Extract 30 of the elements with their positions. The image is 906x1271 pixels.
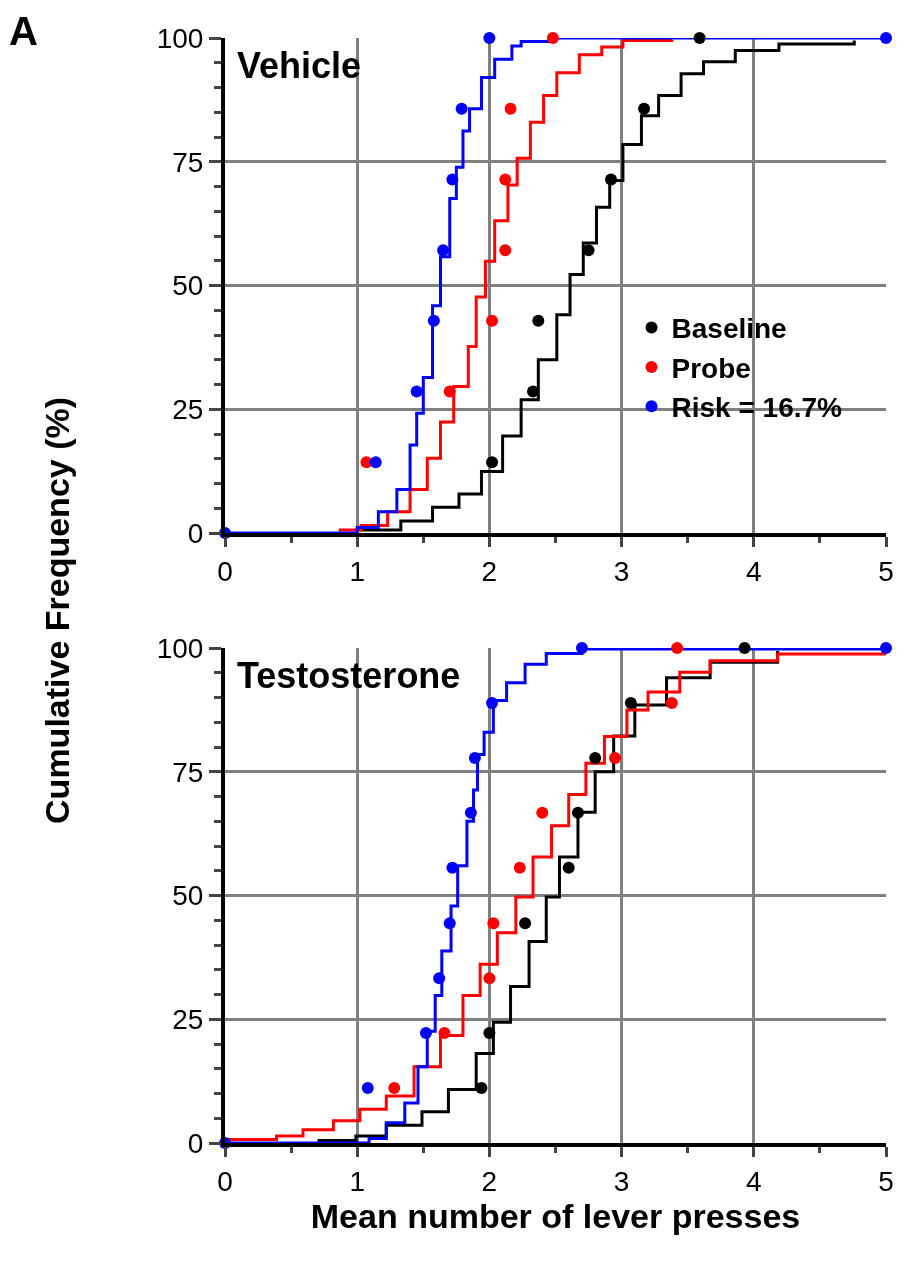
x-tick-label: 3 [613,555,630,587]
y-tick-label: 50 [172,880,204,912]
x-tick-label: 2 [481,1165,498,1197]
x-tick-label: 0 [217,1165,233,1197]
chart-title: Testosterone [237,655,461,696]
x-tick-label: 5 [878,555,894,587]
x-tick-label: 0 [217,555,233,587]
y-axis-title: Cumulative Frequency (%) [37,396,76,824]
y-tick-label: 75 [172,756,204,788]
x-axis-title: Mean number of lever presses [310,1196,801,1235]
legend-label: Probe [671,352,751,384]
y-tick-label: 75 [172,146,204,178]
x-tick-label: 2 [481,555,498,587]
y-tick-label: 0 [187,1127,204,1159]
y-tick-label: 100 [156,632,204,664]
y-tick-label: 25 [172,1004,204,1036]
x-tick-label: 5 [878,1165,894,1197]
y-tick-label: 25 [172,394,204,426]
y-tick-label: 100 [156,22,204,54]
x-tick-label: 3 [613,1165,630,1197]
chart-title: Vehicle [237,45,362,86]
x-tick-label: 1 [349,1165,365,1197]
text: A [9,9,38,53]
legend-label: Baseline [671,313,787,345]
x-tick-label: 4 [746,555,762,587]
y-tick-label: 50 [172,270,204,302]
x-tick-label: 1 [349,555,365,587]
legend-label: Risk = 16.7% [671,392,843,424]
y-tick-label: 0 [187,517,204,549]
x-tick-label: 4 [746,1165,762,1197]
